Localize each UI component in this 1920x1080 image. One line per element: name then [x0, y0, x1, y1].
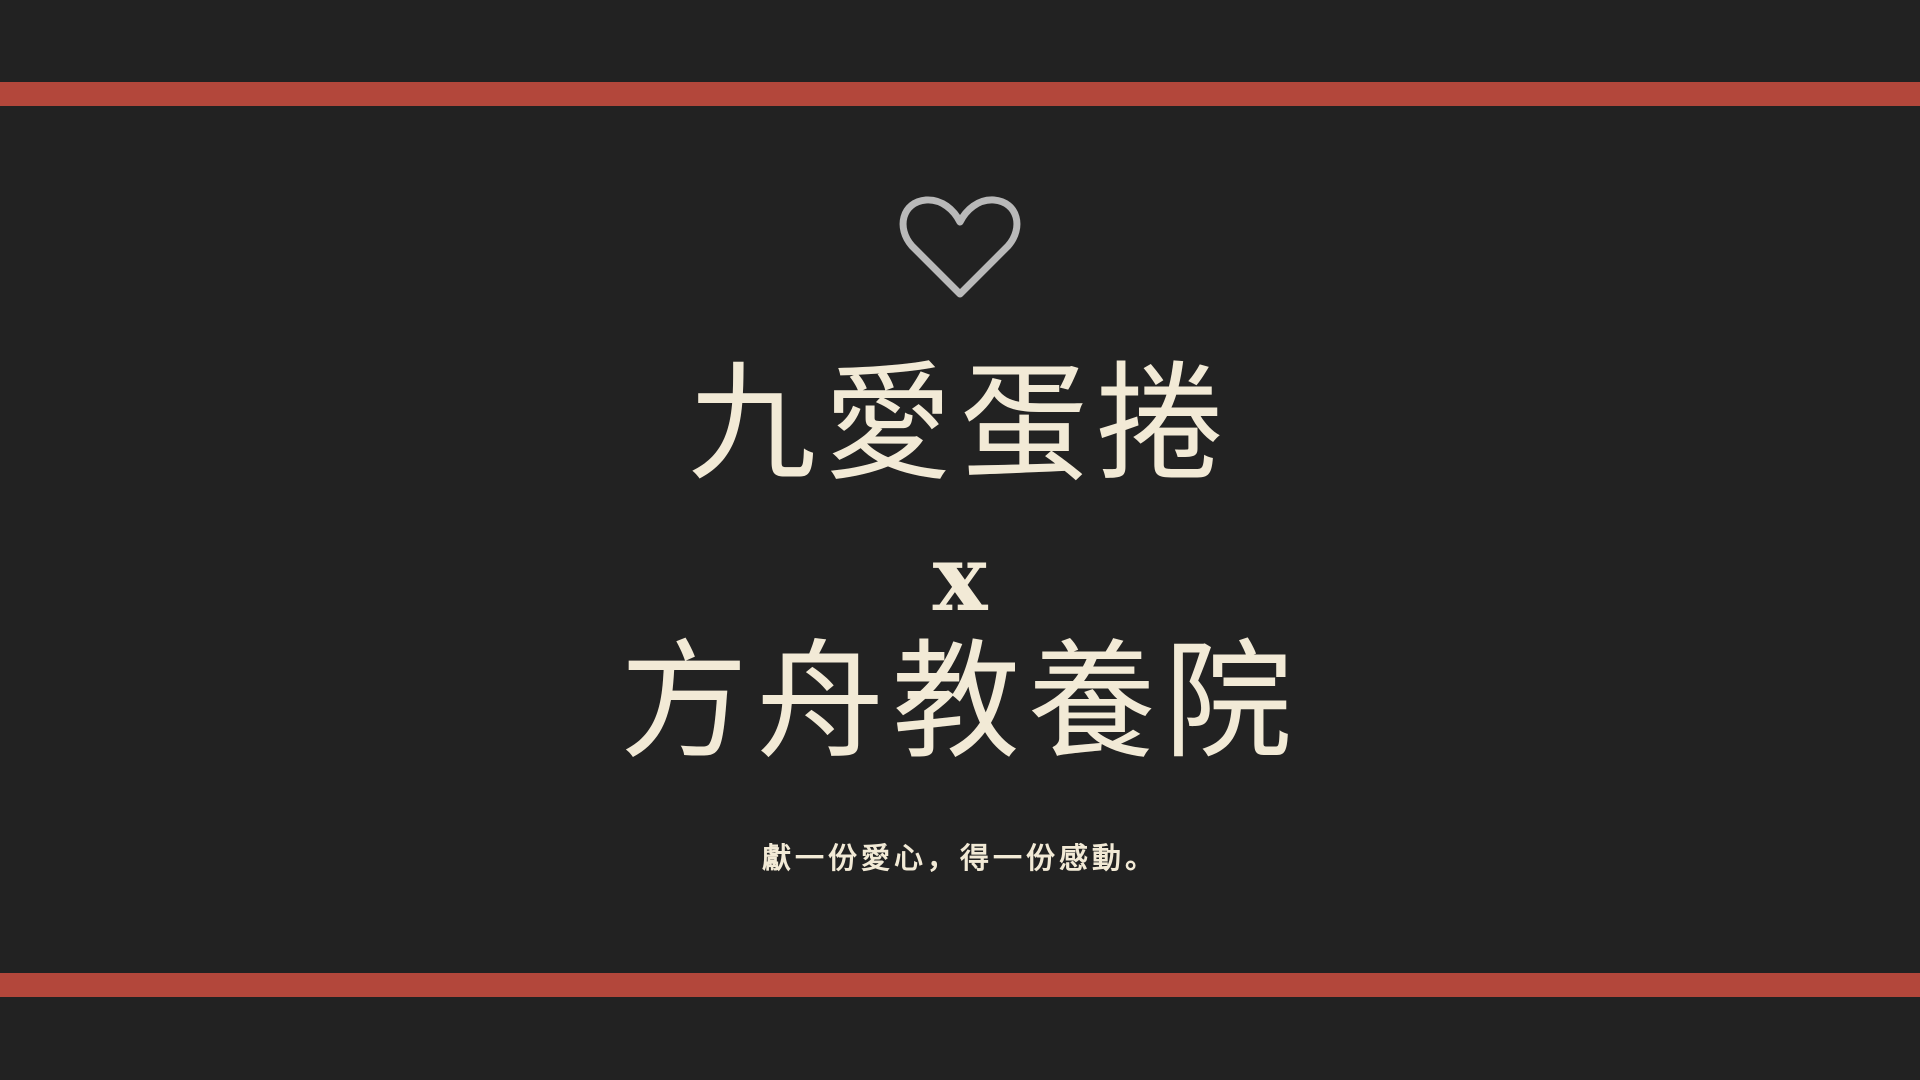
top-red-stripe [0, 82, 1920, 106]
slogan-text: 獻一份愛心，得一份感動。 [761, 841, 1158, 875]
brand-name: 九愛蛋捲 [687, 350, 1232, 499]
bottom-red-stripe [0, 973, 1920, 997]
heart-icon [899, 196, 1021, 298]
partner-name: 方舟教養院 [619, 628, 1300, 777]
collaboration-x: x [932, 524, 988, 632]
